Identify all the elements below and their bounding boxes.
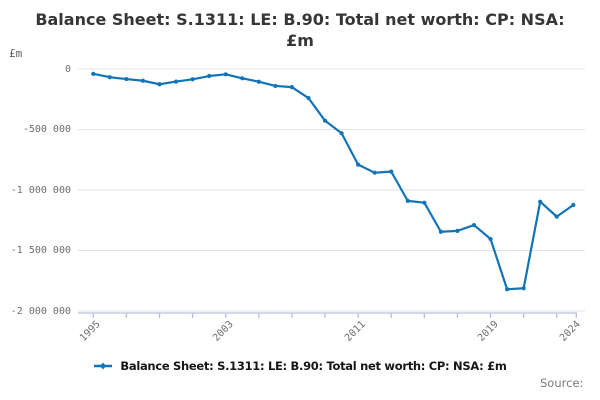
data-point-marker bbox=[571, 202, 576, 208]
data-point-marker bbox=[339, 131, 344, 136]
y-tick-label: -1 000 000 bbox=[10, 184, 71, 196]
data-point-marker bbox=[356, 162, 361, 167]
y-axis-unit-label: £m bbox=[9, 47, 23, 60]
chart-title-line2: £m bbox=[286, 31, 314, 50]
data-point-marker bbox=[322, 118, 328, 123]
data-point-marker bbox=[471, 222, 477, 228]
source-label: Source: bbox=[540, 376, 584, 390]
data-point-marker bbox=[438, 229, 443, 234]
data-point-marker bbox=[505, 287, 510, 292]
chart-title: Balance Sheet: S.1311: LE: B.90: Total n… bbox=[0, 9, 600, 51]
data-point-marker bbox=[372, 170, 377, 175]
data-point-marker bbox=[91, 71, 96, 76]
data-point-marker bbox=[405, 198, 410, 203]
data-point-marker bbox=[521, 286, 526, 291]
data-point-marker bbox=[240, 76, 245, 81]
legend-label: Balance Sheet: S.1311: LE: B.90: Total n… bbox=[120, 359, 507, 373]
data-point-marker bbox=[422, 200, 427, 205]
data-point-marker bbox=[124, 76, 129, 82]
data-point-marker bbox=[256, 79, 261, 84]
data-point-marker bbox=[306, 95, 311, 101]
y-tick-label: -500 000 bbox=[22, 124, 71, 135]
data-point-marker bbox=[107, 75, 112, 80]
data-point-marker bbox=[389, 169, 394, 174]
y-tick-label: 0 bbox=[64, 63, 71, 75]
data-point-marker bbox=[190, 77, 195, 82]
legend-line-icon bbox=[94, 362, 113, 370]
x-axis bbox=[78, 312, 577, 318]
data-point-marker bbox=[140, 78, 146, 83]
chart-title-line1: Balance Sheet: S.1311: LE: B.90: Total n… bbox=[35, 10, 565, 29]
data-point-marker bbox=[157, 82, 162, 87]
data-point-marker bbox=[554, 214, 559, 219]
data-point-marker bbox=[223, 72, 228, 77]
data-point-marker bbox=[173, 79, 179, 84]
series-line bbox=[93, 72, 574, 291]
data-point-marker bbox=[289, 85, 295, 90]
series-group bbox=[91, 71, 576, 292]
data-point-marker bbox=[207, 73, 212, 79]
legend-item[interactable]: Balance Sheet: S.1311: LE: B.90: Total n… bbox=[0, 359, 600, 373]
data-point-marker bbox=[455, 228, 460, 233]
data-point-marker bbox=[273, 83, 278, 89]
gridlines bbox=[78, 68, 585, 312]
y-tick-label: -1 500 000 bbox=[10, 245, 71, 256]
y-tick-label: -2 000 000 bbox=[10, 305, 71, 317]
data-point-marker bbox=[488, 236, 493, 242]
data-point-marker bbox=[538, 199, 543, 204]
